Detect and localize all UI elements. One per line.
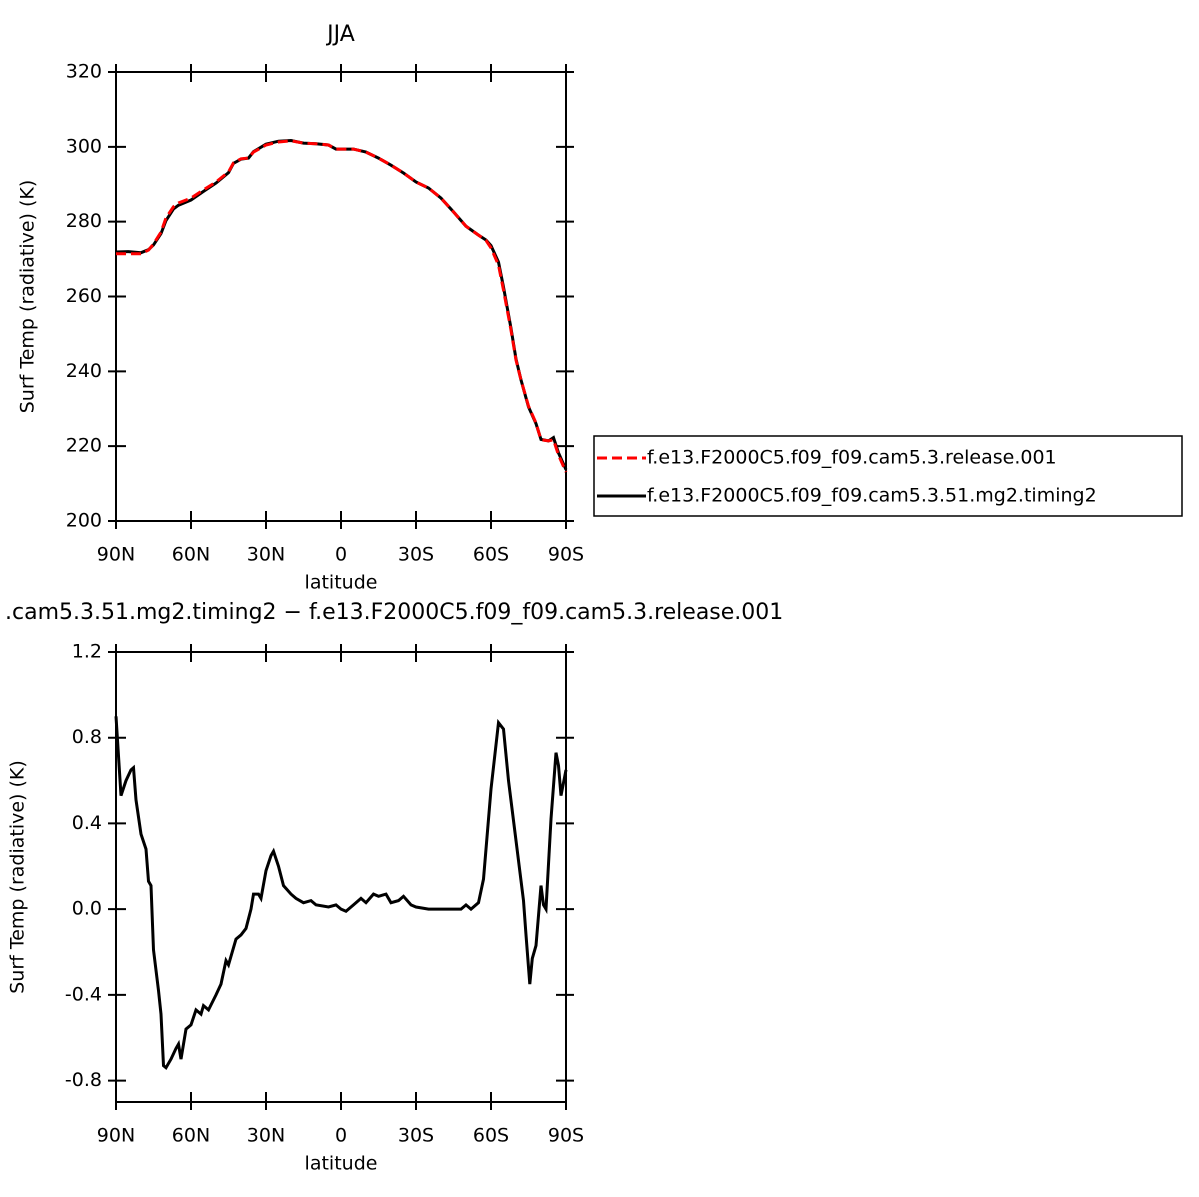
x-axis-label: latitude (305, 1153, 378, 1175)
data-line (114, 716, 568, 1070)
data-line (115, 138, 568, 471)
x-tick-label: 60N (172, 544, 210, 566)
y-axis-label: Surf Temp (radiative) (K) (17, 180, 39, 414)
chart-title: .cam5.3.51.mg2.timing2 − f.e13.F2000C5.f… (5, 600, 783, 625)
y-axis-label: Surf Temp (radiative) (K) (7, 760, 29, 994)
x-axis-label: latitude (305, 572, 378, 594)
x-tick-label: 60S (473, 544, 509, 566)
x-tick-label: 30S (398, 1125, 434, 1147)
y-tick-label: 200 (66, 510, 102, 532)
x-tick-label: 30S (398, 544, 434, 566)
x-tick-label: 60N (172, 1125, 210, 1147)
legend-box (593, 435, 1183, 517)
legend-label: f.e13.F2000C5.f09_f09.cam5.3.51.mg2.timi… (647, 485, 1097, 507)
data-line (116, 139, 568, 473)
y-tick-label: 0.8 (72, 726, 102, 748)
x-tick-label: 90S (548, 544, 584, 566)
y-tick-label: 240 (66, 360, 102, 382)
chart-title: JJA (325, 22, 355, 47)
y-tick-label: 0.4 (72, 812, 102, 834)
plot-frame (115, 71, 567, 522)
y-tick-label: 1.2 (72, 641, 102, 663)
y-tick-label: 280 (66, 210, 102, 232)
y-tick-label: 320 (66, 61, 102, 83)
plot-frame (115, 651, 567, 1103)
x-tick-label: 30N (247, 1125, 285, 1147)
y-tick-label: -0.4 (65, 983, 102, 1005)
x-tick-label: 0 (335, 544, 347, 566)
y-tick-label: 0.0 (72, 898, 102, 920)
x-tick-label: 90N (97, 1125, 135, 1147)
y-tick-label: 220 (66, 435, 102, 457)
legend-label: f.e13.F2000C5.f09_f09.cam5.3.release.001 (647, 447, 1057, 469)
y-tick-label: 260 (66, 285, 102, 307)
x-tick-label: 30N (247, 544, 285, 566)
x-tick-label: 0 (335, 1125, 347, 1147)
x-tick-label: 60S (473, 1125, 509, 1147)
y-tick-label: 300 (66, 135, 102, 157)
x-tick-label: 90S (548, 1125, 584, 1147)
x-tick-label: 90N (97, 544, 135, 566)
y-tick-label: -0.8 (65, 1069, 102, 1091)
